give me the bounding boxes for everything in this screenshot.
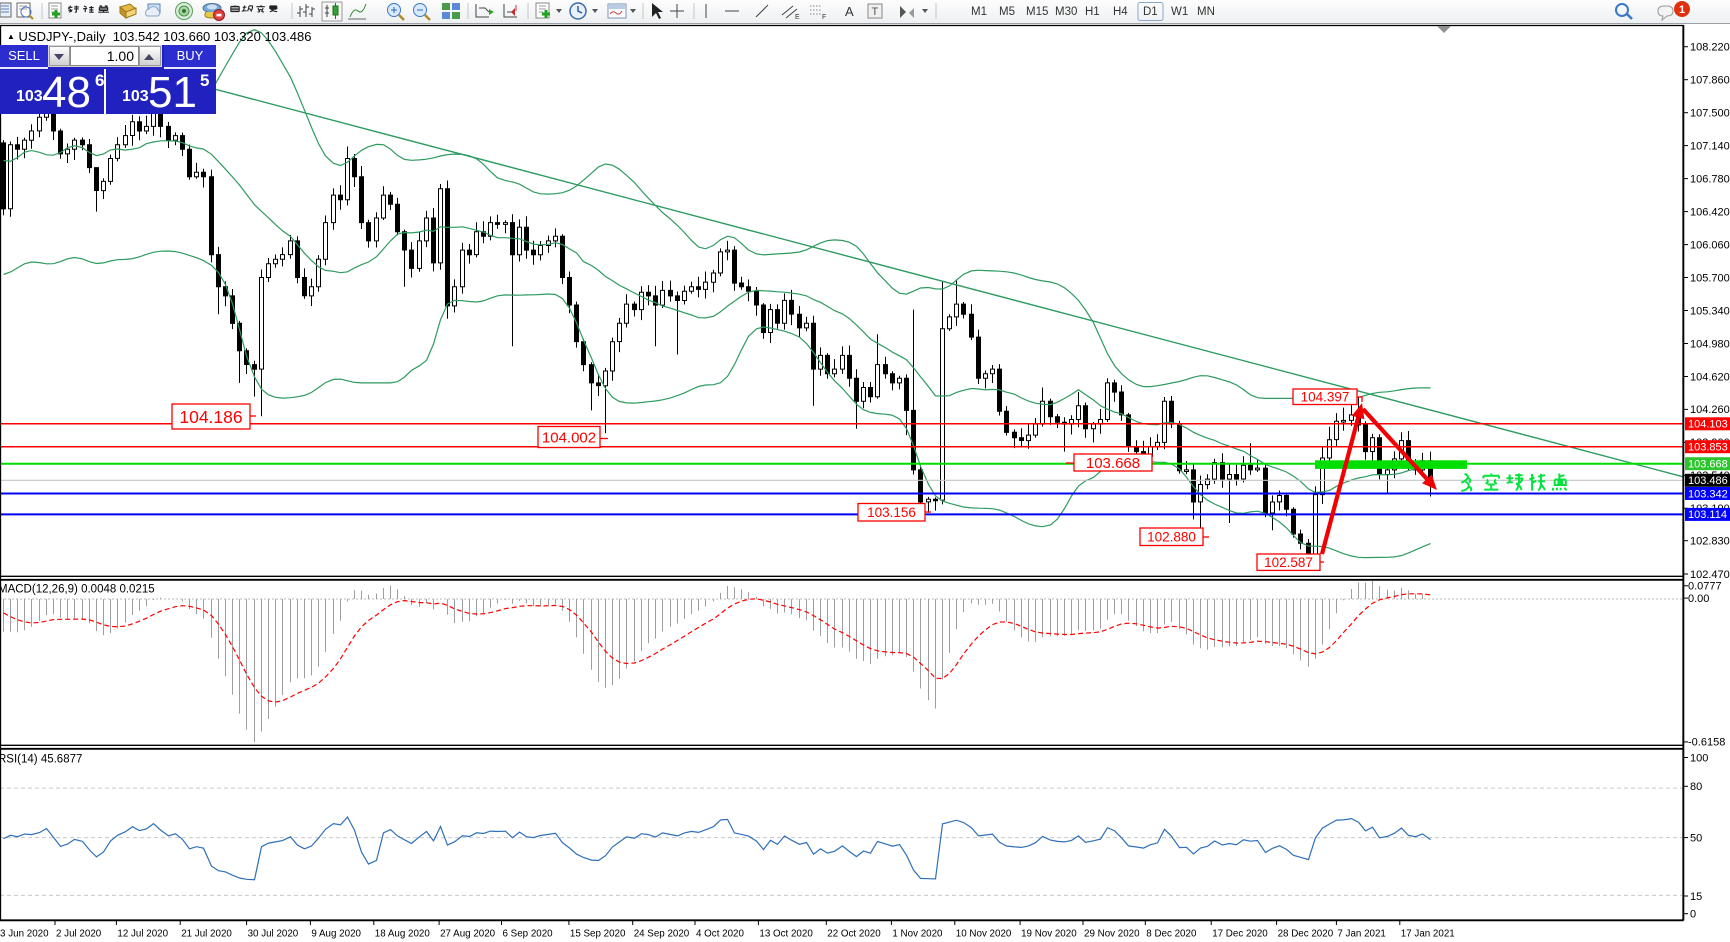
svg-text:19 Nov 2020: 19 Nov 2020 [1021,929,1077,940]
svg-text:18 Aug 2020: 18 Aug 2020 [375,929,431,940]
svg-text:M15: M15 [1026,6,1048,18]
svg-text:10 Nov 2020: 10 Nov 2020 [956,929,1012,940]
svg-text:107.860: 107.860 [1690,75,1730,87]
svg-text:4 Oct 2020: 4 Oct 2020 [696,929,744,940]
svg-text:104.397: 104.397 [1301,390,1350,405]
svg-text:W1: W1 [1171,6,1188,18]
svg-text:0.0777: 0.0777 [1688,581,1722,593]
svg-text:104.980: 104.980 [1690,338,1730,350]
svg-text:102.830: 102.830 [1690,536,1730,548]
svg-text:F: F [822,14,826,21]
svg-text:103.853: 103.853 [1688,442,1728,454]
svg-text:M5: M5 [999,6,1015,18]
svg-text:0.00: 0.00 [1688,593,1709,605]
svg-text:13 Oct 2020: 13 Oct 2020 [759,929,813,940]
svg-text:MN: MN [1197,6,1215,18]
svg-text:2 Jul 2020: 2 Jul 2020 [56,929,102,940]
svg-text:100: 100 [1690,752,1708,764]
svg-text:12 Jul 2020: 12 Jul 2020 [117,929,168,940]
svg-text:-0.6158: -0.6158 [1688,737,1725,749]
svg-text:0: 0 [1690,909,1696,921]
svg-text:50: 50 [1690,832,1702,844]
svg-text:24 Sep 2020: 24 Sep 2020 [634,929,690,940]
svg-text:7 Jan 2021: 7 Jan 2021 [1337,929,1385,940]
svg-text:M1: M1 [971,6,987,18]
svg-text:107.140: 107.140 [1690,140,1730,152]
svg-text:104.186: 104.186 [179,407,242,427]
svg-text:102.880: 102.880 [1147,530,1196,545]
svg-text:104.002: 104.002 [542,429,596,446]
svg-text:106.420: 106.420 [1690,206,1730,218]
svg-text:102.470: 102.470 [1690,569,1730,581]
svg-text:103.156: 103.156 [867,505,916,520]
svg-text:80: 80 [1690,781,1702,793]
svg-text:17 Dec 2020: 17 Dec 2020 [1212,929,1268,940]
svg-text:RSI(14) 45.6877: RSI(14) 45.6877 [0,754,82,766]
svg-text:8 Dec 2020: 8 Dec 2020 [1146,929,1197,940]
svg-text:17 Jan 2021: 17 Jan 2021 [1401,929,1455,940]
svg-text:9 Aug 2020: 9 Aug 2020 [311,929,361,940]
svg-text:106.780: 106.780 [1690,173,1730,185]
svg-text:103.668: 103.668 [1688,459,1728,471]
svg-text:104.103: 104.103 [1688,419,1728,431]
svg-text:E: E [795,14,800,21]
svg-text:22 Oct 2020: 22 Oct 2020 [827,929,881,940]
svg-text:30 Jul 2020: 30 Jul 2020 [248,929,299,940]
svg-text:15 Sep 2020: 15 Sep 2020 [570,929,626,940]
svg-text:H4: H4 [1113,6,1128,18]
svg-text:A: A [845,4,854,19]
svg-text:D1: D1 [1143,6,1158,18]
svg-text:H1: H1 [1085,6,1100,18]
svg-text:T: T [872,6,879,18]
svg-text:104.260: 104.260 [1690,404,1730,416]
svg-text:103.114: 103.114 [1688,509,1727,521]
svg-text:1 Nov 2020: 1 Nov 2020 [892,929,943,940]
svg-text:21 Jul 2020: 21 Jul 2020 [181,929,232,940]
svg-text:29 Nov 2020: 29 Nov 2020 [1084,929,1140,940]
svg-text:103.668: 103.668 [1086,455,1140,472]
svg-text:6 Sep 2020: 6 Sep 2020 [503,929,554,940]
svg-text:MACD(12,26,9) 0.0048 0.0215: MACD(12,26,9) 0.0048 0.0215 [0,584,155,596]
svg-text:108.220: 108.220 [1690,42,1730,54]
svg-text:27 Aug 2020: 27 Aug 2020 [440,929,496,940]
svg-text:23 Jun 2020: 23 Jun 2020 [0,929,49,940]
svg-text:107.500: 107.500 [1690,108,1730,120]
svg-text:105.700: 105.700 [1690,272,1730,284]
svg-text:M30: M30 [1055,6,1077,18]
svg-text:104.620: 104.620 [1690,371,1730,383]
svg-text:28 Dec 2020: 28 Dec 2020 [1278,929,1334,940]
svg-text:106.060: 106.060 [1690,239,1730,251]
svg-text:15: 15 [1690,891,1702,903]
svg-text:103.486: 103.486 [1688,475,1728,487]
svg-text:103.342: 103.342 [1688,488,1728,500]
svg-text:102.587: 102.587 [1264,555,1313,570]
svg-text:1: 1 [1679,4,1685,16]
svg-text:105.340: 105.340 [1690,305,1730,317]
